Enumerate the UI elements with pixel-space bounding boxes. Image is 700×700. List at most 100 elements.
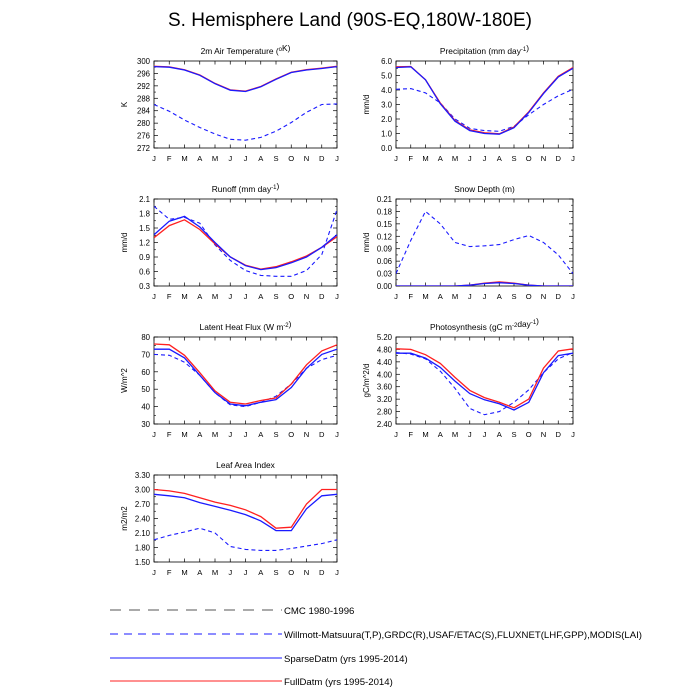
y-tick-label: 1.0: [381, 130, 393, 139]
chart-panel-2: J F M A M J J A S O N D J0.30.60.91.21.51.82.1mm/dRu…: [120, 181, 339, 301]
x-tick-label: J: [468, 154, 472, 163]
y-tick-label: 3.20: [377, 395, 393, 404]
series-line-obs: [154, 103, 337, 141]
x-tick-label: D: [556, 292, 562, 301]
x-tick-label: N: [304, 430, 309, 439]
series-line-full: [396, 348, 573, 409]
panel-title-text-end-2: ): [536, 316, 539, 326]
x-tick-label: F: [167, 568, 172, 577]
y-tick-label: 0.15: [377, 220, 393, 229]
x-tick-label: J: [228, 430, 232, 439]
x-tick-label: J: [152, 292, 156, 301]
panel-title-superscript: -2: [512, 323, 518, 329]
x-tick-label: M: [181, 568, 187, 577]
x-tick-label: A: [197, 568, 203, 577]
x-tick-label: F: [408, 430, 413, 439]
x-tick-label: S: [511, 154, 516, 163]
x-tick-label: M: [212, 430, 218, 439]
x-tick-label: F: [167, 154, 172, 163]
y-tick-label: 284: [137, 107, 151, 116]
x-tick-label: A: [258, 430, 264, 439]
plot-frame: [395, 60, 574, 149]
panel-title: 2m Air Temperature (oK): [201, 43, 291, 56]
y-tick-label: 0.18: [377, 207, 392, 216]
y-tick-label: 3.0: [381, 101, 393, 110]
x-tick-label: A: [438, 430, 444, 439]
x-tick-label: J: [244, 568, 248, 577]
y-tick-label: 0.09: [377, 245, 392, 254]
plot-frame: [395, 336, 574, 425]
y-tick-label: 296: [137, 69, 150, 78]
x-tick-label: D: [319, 430, 325, 439]
panel-title-text-end: ): [526, 43, 529, 53]
x-tick-label: A: [438, 154, 444, 163]
x-tick-label: O: [288, 292, 294, 301]
y-tick-label: 2.70: [135, 500, 151, 509]
x-tick-label: A: [438, 292, 444, 301]
chart-panel-6: J F M A M J J A S O N D J1.501.802.102.402.703.003.3…: [120, 460, 339, 577]
y-tick-label: 3.60: [377, 383, 393, 392]
series-line-obs: [154, 205, 337, 277]
x-tick-label: N: [541, 154, 546, 163]
x-tick-label: J: [571, 154, 575, 163]
x-tick-label: A: [258, 154, 264, 163]
y-tick-label: 3.30: [135, 471, 151, 480]
y-tick-label: 0.9: [139, 253, 150, 262]
panel-title: Runoff (mm day-1): [212, 181, 280, 194]
x-tick-label: J: [335, 568, 339, 577]
x-tick-label: J: [571, 430, 575, 439]
x-tick-label: S: [273, 292, 278, 301]
panel-title-text: Snow Depth (m): [454, 184, 515, 194]
y-tick-label: 0.21: [377, 195, 392, 204]
panel-title-superscript-2: -1: [531, 320, 537, 326]
series-line-obs: [396, 88, 573, 132]
plot-frame: [153, 198, 338, 287]
y-tick-label: 30: [141, 420, 150, 429]
y-tick-label: 60: [141, 368, 150, 377]
x-tick-label: N: [304, 568, 309, 577]
x-tick-label: A: [497, 154, 503, 163]
panel-title-text: Leaf Area Index: [216, 460, 275, 470]
panel-title-text-end: ): [289, 319, 292, 329]
x-tick-label: J: [335, 292, 339, 301]
x-tick-label: M: [422, 292, 428, 301]
x-tick-label: M: [181, 430, 187, 439]
x-tick-label: N: [304, 154, 309, 163]
series-line-sparse: [396, 282, 573, 286]
series-line-sparse: [154, 348, 337, 407]
x-tick-label: S: [511, 430, 516, 439]
series-line-obs: [396, 210, 573, 274]
series-line-sparse: [396, 352, 573, 411]
y-tick-label: 4.40: [377, 358, 393, 367]
x-tick-label: J: [228, 568, 232, 577]
panel-title-superscript: -1: [271, 185, 277, 191]
panel-title-text-end: K): [282, 43, 291, 53]
x-tick-label: J: [468, 292, 472, 301]
panel-title-text: Latent Heat Flux (W m: [200, 322, 284, 332]
x-tick-label: J: [152, 568, 156, 577]
panel-title-text: Precipitation (mm day: [440, 46, 522, 56]
y-tick-label: 3.00: [135, 486, 151, 495]
x-tick-label: M: [181, 292, 187, 301]
x-tick-label: F: [408, 154, 413, 163]
y-tick-label: 5.0: [381, 72, 393, 81]
panel-title-superscript: -1: [521, 47, 527, 53]
x-tick-label: J: [335, 154, 339, 163]
x-tick-label: A: [497, 430, 503, 439]
x-tick-label: D: [556, 154, 562, 163]
y-tick-label: 70: [141, 350, 150, 359]
y-tick-label: 276: [137, 132, 150, 141]
y-tick-label: 0.06: [377, 257, 392, 266]
y-tick-label: 5.20: [377, 333, 393, 342]
x-tick-label: J: [394, 154, 398, 163]
x-tick-label: J: [244, 430, 248, 439]
panel-title-text: Runoff (mm day: [212, 184, 272, 194]
y-tick-label: 0.03: [377, 270, 392, 279]
y-tick-label: 0.6: [139, 268, 150, 277]
panel-title: Photosynthesis (gC m-2day-1): [430, 316, 539, 332]
series-line-obs: [154, 527, 337, 551]
x-tick-label: N: [541, 292, 546, 301]
y-axis-label: K: [120, 101, 129, 107]
y-tick-label: 2.1: [139, 195, 150, 204]
